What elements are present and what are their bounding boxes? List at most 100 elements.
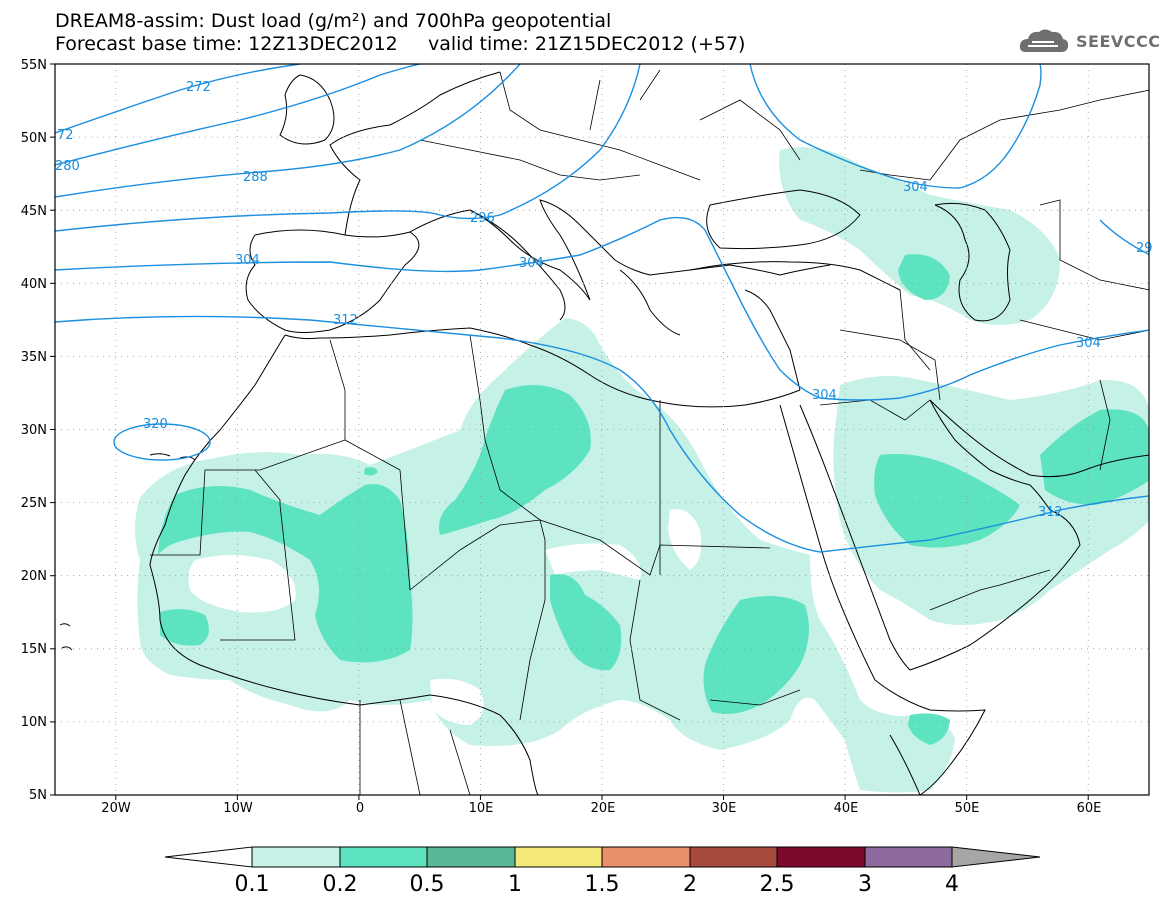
lat-tick-label: 15N <box>21 642 47 657</box>
coastline-italy <box>469 209 566 321</box>
colorbar-segment <box>339 846 428 868</box>
border <box>929 569 1051 611</box>
lat-tick-label: 30N <box>21 423 47 438</box>
coastline-persian-gulf <box>929 399 1149 478</box>
contour-label: 304 <box>519 256 544 271</box>
dust-free-area <box>188 555 296 613</box>
lat-tick-label: 40N <box>21 277 47 292</box>
contour-296 <box>55 64 641 232</box>
lat-tick-label: 35N <box>21 350 47 365</box>
lon-tick-label: 10E <box>469 801 494 816</box>
lat-tick-label: 10N <box>21 715 47 730</box>
lat-tick-label: 50N <box>21 131 47 146</box>
coastline-red-sea-west <box>779 404 876 681</box>
contour-label: 280 <box>55 159 80 174</box>
border <box>1099 379 1111 471</box>
border <box>1039 199 1149 291</box>
dust-free-area <box>668 509 702 570</box>
border <box>344 439 411 591</box>
coastline-british-isles <box>279 74 335 145</box>
border <box>399 699 421 795</box>
contour-label: 312 <box>1038 505 1063 520</box>
seevccc-logo: SEEVCCC <box>1018 26 1161 56</box>
contour-label: 304 <box>235 253 260 268</box>
coastline-cape-verde <box>59 623 73 651</box>
coastline-turkey <box>689 261 901 291</box>
lat-tick-label: 55N <box>21 58 47 73</box>
dust-shading <box>135 147 1149 793</box>
lon-tick-label: 20W <box>101 801 131 816</box>
dust-free-area <box>430 678 484 725</box>
border <box>839 329 941 401</box>
coastline-greece <box>619 269 681 336</box>
coastline-horn-of-africa <box>874 679 986 795</box>
colorbar-label: 0.2 <box>323 872 358 897</box>
axis-ticks <box>50 63 1089 800</box>
colorbar-segment <box>776 846 866 868</box>
dust-area-medium <box>364 467 378 476</box>
dust-area-medium <box>908 713 950 745</box>
colorbar-label: 3 <box>858 872 872 897</box>
dust-area-medium <box>158 484 413 663</box>
coastline-europe <box>409 199 831 301</box>
geopotential-contours <box>55 64 1149 553</box>
dust-free-area <box>545 543 641 580</box>
lat-tick-label: 45N <box>21 204 47 219</box>
colorbar-label: 2 <box>683 872 697 897</box>
coastline-france <box>329 71 501 236</box>
colorbar-segment <box>689 846 778 868</box>
lat-tick-label: 20N <box>21 569 47 584</box>
coastline-north-africa <box>284 327 801 408</box>
border <box>539 519 771 576</box>
contour-304-west <box>55 216 1149 401</box>
border <box>220 469 296 641</box>
coastline-levant <box>744 289 801 391</box>
dust-area-medium <box>439 385 591 535</box>
lon-tick-label: 50E <box>955 801 980 816</box>
contour-280 <box>55 64 421 166</box>
coastline-caspian <box>934 202 1011 322</box>
colorbar-high-triangle <box>951 846 1041 868</box>
dust-area-light <box>779 147 1060 325</box>
lat-tick-label: 25N <box>21 496 47 511</box>
dust-area-medium <box>550 574 622 671</box>
contour-label: 272 <box>186 80 211 95</box>
contour-label: 288 <box>243 170 268 185</box>
colorbar-low-triangle <box>164 846 253 868</box>
contour-312 <box>55 315 1149 553</box>
coastline-iberia <box>245 229 420 333</box>
colorbar-segment <box>864 846 953 868</box>
border <box>1019 319 1149 341</box>
lon-tick-label: 40E <box>834 801 859 816</box>
coastline-red-sea-east <box>799 404 911 671</box>
colorbar-label: 0.1 <box>235 872 270 897</box>
lon-tick-label: 60E <box>1077 801 1102 816</box>
colorbar-label: 0.5 <box>410 872 445 897</box>
border <box>499 71 701 181</box>
contour-label: 29 <box>1136 241 1153 256</box>
dust-area-medium <box>898 254 950 300</box>
dust-area-medium <box>703 596 809 714</box>
lat-tick-labels: 55N 50N 45N 40N 35N 30N 25N 20N 15N 10N … <box>21 58 47 803</box>
border <box>409 519 541 591</box>
contour-label: 304 <box>903 180 928 195</box>
contour-304-north <box>749 64 1042 189</box>
graticule <box>55 64 1149 795</box>
country-borders <box>150 69 1149 795</box>
lat-tick-label: 5N <box>29 788 47 803</box>
coastline-black-sea <box>706 189 861 250</box>
lon-tick-labels: 20W 10W 0 10E 20E 30E 40E 50E 60E <box>101 801 1101 816</box>
dust-area-medium <box>160 609 209 646</box>
contour-label: 320 <box>143 417 168 432</box>
contour-288-east <box>1099 219 1149 256</box>
border <box>469 334 546 541</box>
colorbar-label: 2.5 <box>760 872 795 897</box>
coastline-east-africa <box>889 734 921 795</box>
logo-text: SEEVCCC <box>1076 31 1161 51</box>
border <box>819 399 931 421</box>
border <box>589 69 801 161</box>
coastlines <box>59 71 1149 795</box>
border <box>709 689 801 706</box>
coastline-west-africa <box>149 334 431 706</box>
